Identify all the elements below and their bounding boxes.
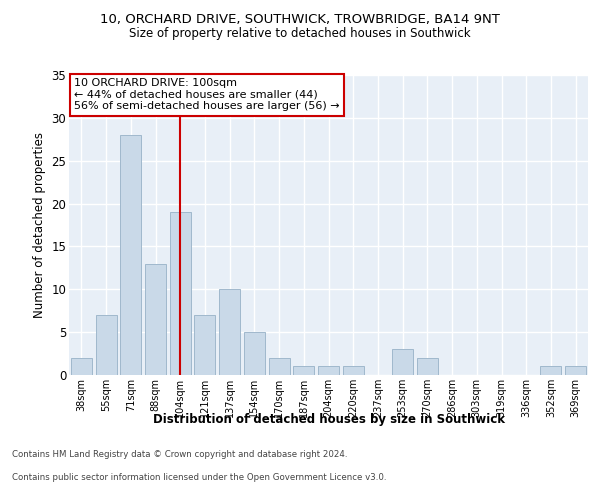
Bar — [392, 350, 413, 375]
Bar — [293, 366, 314, 375]
Y-axis label: Number of detached properties: Number of detached properties — [33, 132, 46, 318]
Bar — [120, 135, 141, 375]
Text: Distribution of detached houses by size in Southwick: Distribution of detached houses by size … — [153, 412, 505, 426]
Bar — [318, 366, 339, 375]
Bar — [95, 315, 116, 375]
Text: 10 ORCHARD DRIVE: 100sqm
← 44% of detached houses are smaller (44)
56% of semi-d: 10 ORCHARD DRIVE: 100sqm ← 44% of detach… — [74, 78, 340, 111]
Bar — [269, 358, 290, 375]
Bar — [145, 264, 166, 375]
Text: 10, ORCHARD DRIVE, SOUTHWICK, TROWBRIDGE, BA14 9NT: 10, ORCHARD DRIVE, SOUTHWICK, TROWBRIDGE… — [100, 12, 500, 26]
Bar — [71, 358, 92, 375]
Bar — [219, 290, 240, 375]
Text: Size of property relative to detached houses in Southwick: Size of property relative to detached ho… — [129, 28, 471, 40]
Bar — [170, 212, 191, 375]
Bar — [343, 366, 364, 375]
Bar — [244, 332, 265, 375]
Text: Contains public sector information licensed under the Open Government Licence v3: Contains public sector information licen… — [12, 472, 386, 482]
Bar — [194, 315, 215, 375]
Bar — [565, 366, 586, 375]
Bar — [417, 358, 438, 375]
Text: Contains HM Land Registry data © Crown copyright and database right 2024.: Contains HM Land Registry data © Crown c… — [12, 450, 347, 459]
Bar — [541, 366, 562, 375]
